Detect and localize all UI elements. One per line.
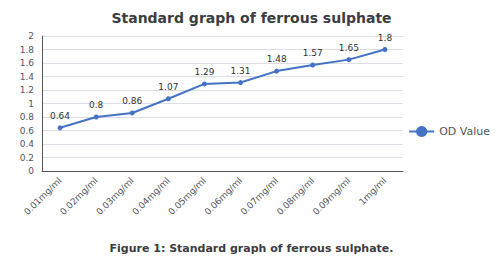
svg-text:Figure 1: Standard graph of fe: Figure 1: Standard graph of ferrous sulp… bbox=[110, 242, 394, 255]
svg-text:0.08mg/ml: 0.08mg/ml bbox=[275, 175, 317, 217]
svg-text:0: 0 bbox=[28, 166, 34, 176]
svg-text:1.4: 1.4 bbox=[20, 72, 35, 82]
svg-text:0.2: 0.2 bbox=[20, 153, 34, 163]
svg-text:0.02mg/ml: 0.02mg/ml bbox=[58, 175, 100, 217]
svg-text:1mg/ml: 1mg/ml bbox=[357, 175, 388, 206]
svg-text:OD Value: OD Value bbox=[439, 125, 490, 138]
svg-text:1.8: 1.8 bbox=[378, 33, 393, 43]
svg-text:0.6: 0.6 bbox=[20, 126, 35, 136]
svg-text:1.2: 1.2 bbox=[20, 85, 34, 95]
svg-text:0.04mg/ml: 0.04mg/ml bbox=[130, 175, 172, 217]
svg-text:0.01mg/ml: 0.01mg/ml bbox=[22, 175, 64, 217]
svg-text:Standard graph of ferrous sulp: Standard graph of ferrous sulphate bbox=[111, 10, 391, 26]
svg-text:1.07: 1.07 bbox=[158, 82, 178, 92]
svg-text:0.4: 0.4 bbox=[20, 139, 35, 149]
svg-text:0.86: 0.86 bbox=[122, 96, 142, 106]
svg-text:0.8: 0.8 bbox=[89, 100, 104, 110]
svg-text:0.05mg/ml: 0.05mg/ml bbox=[166, 175, 208, 217]
svg-text:1.8: 1.8 bbox=[20, 45, 35, 55]
svg-text:0.64: 0.64 bbox=[50, 111, 70, 121]
svg-text:1.48: 1.48 bbox=[267, 54, 287, 64]
svg-text:2: 2 bbox=[28, 31, 34, 41]
svg-text:0.03mg/ml: 0.03mg/ml bbox=[94, 175, 136, 217]
svg-text:0.8: 0.8 bbox=[20, 112, 35, 122]
svg-text:0.07mg/ml: 0.07mg/ml bbox=[239, 175, 281, 217]
svg-text:0.06mg/ml: 0.06mg/ml bbox=[203, 175, 245, 217]
svg-text:1.31: 1.31 bbox=[231, 66, 251, 76]
svg-text:1.29: 1.29 bbox=[194, 67, 214, 77]
svg-text:1.6: 1.6 bbox=[20, 58, 35, 68]
svg-text:0.09mg/ml: 0.09mg/ml bbox=[311, 175, 353, 217]
svg-text:1.65: 1.65 bbox=[339, 43, 359, 53]
svg-text:1: 1 bbox=[28, 99, 34, 109]
svg-text:1.57: 1.57 bbox=[303, 48, 323, 58]
